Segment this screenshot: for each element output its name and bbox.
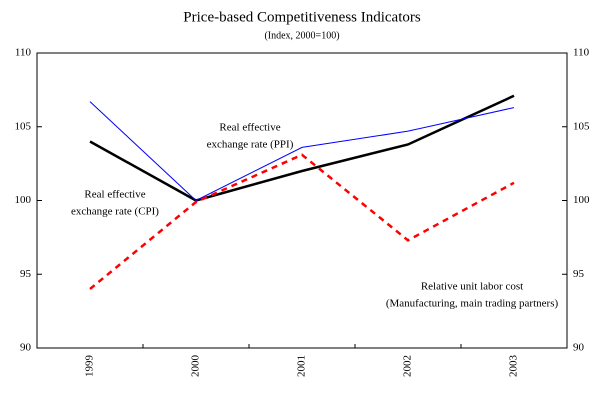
chart-title: Price-based Competitiveness Indicators: [183, 9, 421, 25]
y-tick-label: 90: [20, 342, 32, 354]
x-tick-label: 1999: [84, 355, 96, 378]
annotation: Relative unit labor cost: [421, 281, 523, 293]
annotation: (Manufacturing, main trading partners): [386, 298, 559, 310]
annotation: exchange rate (PPI): [207, 139, 294, 151]
y-tick-label: 100: [15, 194, 32, 206]
y-tick-label: 110: [15, 47, 32, 59]
annotation: exchange rate (CPI): [71, 206, 159, 218]
y-tick-label: 105: [15, 120, 32, 132]
y2-tick-label: 105: [573, 120, 590, 132]
annotation: Real effective: [219, 122, 280, 134]
y2-tick-label: 100: [573, 194, 590, 206]
chart-subtitle: (Index, 2000=100): [264, 30, 339, 41]
x-tick-label: 2000: [190, 355, 202, 378]
y2-tick-label: 90: [573, 342, 585, 354]
x-tick-label: 2003: [508, 355, 520, 378]
series-line: [89, 101, 515, 202]
x-tick-label: 2001: [296, 355, 308, 377]
series-line: [89, 94, 515, 202]
y-tick-label: 95: [20, 268, 32, 280]
annotation: Real effective: [84, 189, 145, 201]
y2-tick-label: 110: [573, 47, 590, 59]
x-tick-label: 2002: [402, 355, 414, 377]
series-line: [89, 153, 515, 290]
y2-tick-label: 95: [573, 268, 585, 280]
